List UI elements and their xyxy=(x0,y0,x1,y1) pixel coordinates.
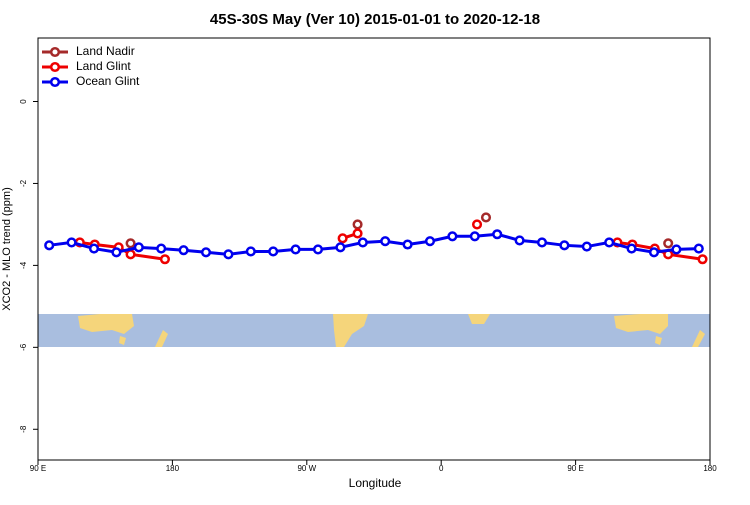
data-point xyxy=(447,231,458,242)
x-tick-label: 180 xyxy=(166,464,180,473)
series xyxy=(125,212,674,249)
x-tick-label: 180 xyxy=(703,464,717,473)
data-point xyxy=(133,242,144,253)
land xyxy=(78,314,134,334)
legend-label: Ocean Glint xyxy=(76,74,140,88)
series xyxy=(44,229,704,260)
plot-frame xyxy=(37,37,711,461)
data-point xyxy=(626,243,637,254)
data-point xyxy=(380,236,391,247)
data-point xyxy=(44,240,55,251)
series xyxy=(74,219,708,265)
data-point xyxy=(480,212,492,223)
data-point xyxy=(125,249,136,260)
land xyxy=(692,330,705,347)
data-point xyxy=(357,237,368,248)
x-tick-label: 90 E xyxy=(30,464,46,473)
data-point xyxy=(648,247,660,258)
data-point xyxy=(352,228,363,239)
data-point xyxy=(352,219,363,230)
legend-label: Land Glint xyxy=(76,59,131,73)
data-point xyxy=(312,244,324,255)
data-point xyxy=(697,254,708,265)
x-axis-label: Longitude xyxy=(349,476,402,490)
legend-marker xyxy=(49,61,61,73)
data-point xyxy=(663,238,674,249)
data-point xyxy=(290,244,301,255)
land xyxy=(155,330,168,347)
land xyxy=(655,336,662,345)
y-tick-label: -2 xyxy=(19,179,28,187)
land xyxy=(614,314,668,334)
legend-marker xyxy=(49,76,61,88)
data-point xyxy=(402,239,413,250)
data-point xyxy=(125,238,136,249)
data-point xyxy=(492,229,503,240)
data-point xyxy=(223,249,234,260)
map-band xyxy=(38,314,710,347)
land xyxy=(119,336,126,345)
y-tick-label: -4 xyxy=(19,261,28,269)
data-point xyxy=(536,237,548,248)
data-point xyxy=(337,233,348,244)
y-tick-label: -8 xyxy=(19,425,28,433)
land xyxy=(333,314,368,347)
data-point xyxy=(156,243,167,254)
legend-marker xyxy=(49,46,61,58)
data-point xyxy=(671,244,682,255)
data-point xyxy=(159,254,170,265)
data-point xyxy=(581,241,592,252)
legend-label: Land Nadir xyxy=(76,44,135,58)
data-point xyxy=(66,237,77,248)
data-point xyxy=(245,246,256,257)
y-tick-label: 0 xyxy=(19,99,28,104)
data-point xyxy=(268,246,279,257)
x-tick-label: 90 W xyxy=(297,464,316,473)
data-point xyxy=(111,247,122,258)
y-tick-label: -6 xyxy=(19,343,28,351)
data-point xyxy=(424,236,436,247)
y-axis-label: XCO2 - MLO trend (ppm) xyxy=(1,187,13,310)
data-point xyxy=(559,240,570,251)
data-point xyxy=(471,219,483,230)
chart-title: 45S-30S May (Ver 10) 2015-01-01 to 2020-… xyxy=(210,11,540,28)
x-tick-label: 0 xyxy=(439,464,444,473)
data-point xyxy=(469,231,480,242)
data-point xyxy=(335,242,346,253)
data-point xyxy=(604,237,615,248)
x-tick-label: 90 E xyxy=(567,464,583,473)
data-point xyxy=(178,245,189,256)
land xyxy=(468,314,490,324)
ocean xyxy=(38,314,710,347)
data-point xyxy=(88,243,100,254)
data-point xyxy=(514,235,525,246)
data-point xyxy=(200,247,212,258)
data-point xyxy=(693,243,704,254)
